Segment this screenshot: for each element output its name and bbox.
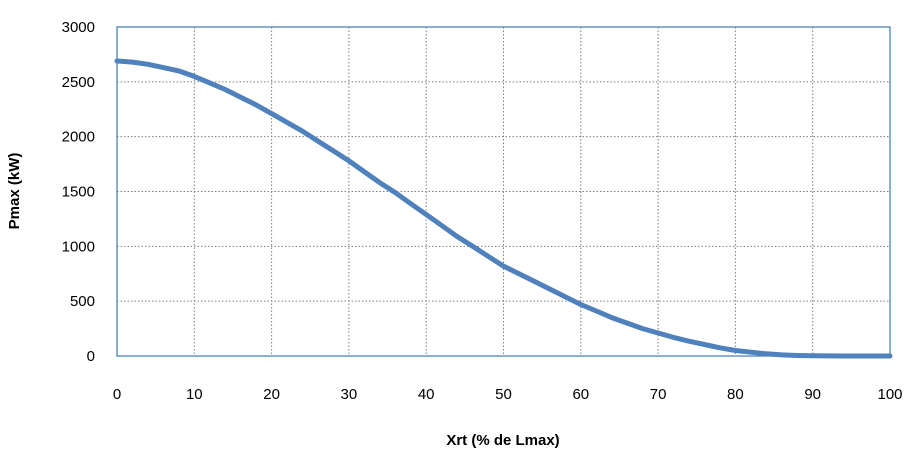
- series-group: [114, 58, 893, 359]
- x-tick-label: 60: [572, 386, 589, 403]
- y-tick-label: 3000: [62, 19, 95, 36]
- y-tick-labels: 0 500 1000 1500 2000 2500 3000: [62, 19, 95, 365]
- plot-area-border: [116, 26, 891, 357]
- grid-lines: [117, 27, 890, 356]
- y-tick-label: 2500: [62, 74, 95, 91]
- x-tick-label: 100: [877, 386, 902, 403]
- x-axis-title: Xrt (% de Lmax): [446, 432, 559, 449]
- x-tick-label: 30: [341, 386, 358, 403]
- y-tick-label: 500: [70, 293, 95, 310]
- x-tick-label: 70: [650, 386, 667, 403]
- y-tick-label: 1500: [62, 184, 95, 201]
- y-tick-label: 2000: [62, 129, 95, 146]
- x-tick-label: 40: [418, 386, 435, 403]
- x-tick-label: 50: [495, 386, 512, 403]
- y-tick-label: 1000: [62, 238, 95, 255]
- x-tick-label: 90: [804, 386, 821, 403]
- series-line: [114, 58, 893, 359]
- x-tick-label: 10: [186, 386, 203, 403]
- y-axis-title: Pmax (kW): [6, 153, 23, 230]
- x-tick-label: 20: [263, 386, 280, 403]
- x-tick-labels: 0 10 20 30 40 50 60 70 80 90 100: [113, 386, 903, 403]
- x-tick-label: 0: [113, 386, 121, 403]
- y-tick-label: 0: [87, 348, 95, 365]
- x-tick-label: 80: [727, 386, 744, 403]
